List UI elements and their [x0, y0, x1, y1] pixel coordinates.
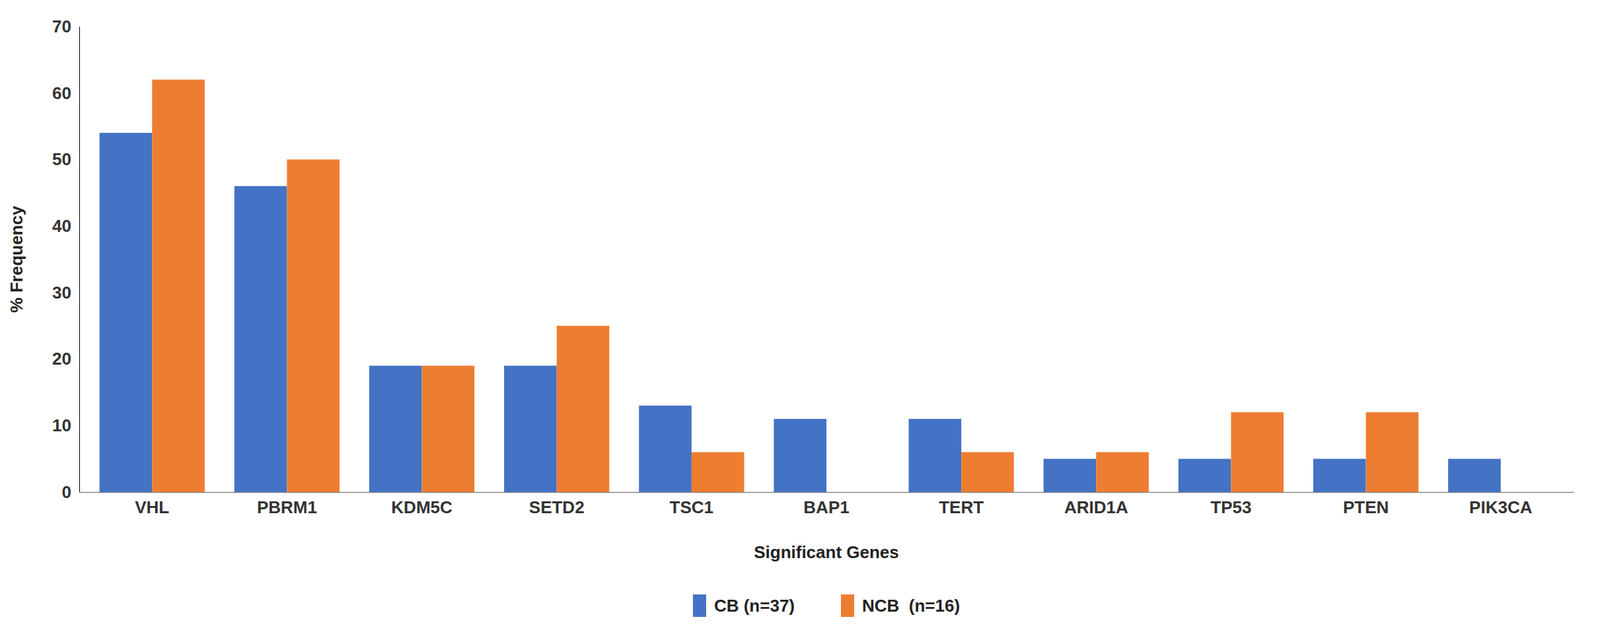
- bar: [1043, 459, 1097, 493]
- y-tick: 70: [52, 16, 80, 37]
- bar: [826, 492, 880, 493]
- bar: [1178, 459, 1232, 493]
- bar: [909, 418, 962, 493]
- y-axis-title: % Frequency: [6, 205, 27, 313]
- bar: [1366, 412, 1419, 493]
- x-tick: KDM5C: [391, 492, 453, 518]
- x-tick-label: PIK3CA: [1469, 497, 1533, 518]
- bar: [691, 452, 745, 493]
- y-tick: 50: [52, 149, 80, 170]
- y-axis: 0 10 20 30 40 50 60 70: [52, 16, 80, 503]
- x-tick: PTEN: [1343, 492, 1389, 518]
- bar: [1230, 412, 1284, 493]
- x-tick: BAP1: [803, 492, 849, 518]
- y-tick: 10: [52, 415, 80, 436]
- legend-swatch: [840, 594, 855, 618]
- x-tick-label: BAP1: [803, 497, 849, 518]
- y-tick: 20: [52, 348, 80, 369]
- bar: [1095, 452, 1149, 493]
- x-tick: VHL: [134, 492, 170, 518]
- x-tick-label: SETD2: [529, 497, 585, 518]
- bar: [234, 186, 288, 493]
- x-tick-label: TP53: [1210, 497, 1252, 518]
- legend: CB (n=37) NCB (n=16): [692, 594, 960, 618]
- bar: [638, 405, 692, 493]
- y-tick-label: 20: [52, 348, 72, 369]
- legend-label: CB (n=37): [714, 595, 795, 616]
- bar: [961, 452, 1015, 493]
- plot-area: 0 10 20 30 40 50 60 70 VHL PBRM1 KDM5C SETD2 TSC1 BAP…: [52, 16, 1574, 518]
- bar: [286, 159, 340, 493]
- x-axis: VHL PBRM1 KDM5C SETD2 TSC1 BAP1 TERT ARID1A TP53…: [79, 492, 1575, 518]
- y-tick: 40: [52, 216, 80, 236]
- bar: [556, 325, 610, 493]
- y-tick-label: 60: [52, 83, 72, 104]
- x-tick-label: VHL: [134, 497, 170, 518]
- chart: 0 10 20 30 40 50 60 70 VHL PBRM1 KDM5C SETD2 TSC1 BAP…: [0, 0, 1600, 644]
- x-tick: ARID1A: [1064, 492, 1129, 518]
- bar: [99, 132, 153, 493]
- y-axis-line: [79, 27, 80, 493]
- bar: [1500, 492, 1554, 493]
- y-tick-label: 30: [52, 282, 72, 303]
- bar: [151, 79, 205, 493]
- x-tick-label: TERT: [938, 497, 984, 518]
- x-tick-label: PBRM1: [256, 497, 318, 518]
- bar: [1313, 459, 1367, 493]
- legend-item: CB (n=37): [692, 594, 795, 618]
- x-tick: TSC1: [669, 492, 714, 518]
- y-tick-label: 50: [52, 149, 72, 170]
- x-tick: PBRM1: [256, 492, 318, 518]
- y-tick-label: 0: [62, 482, 72, 503]
- x-tick-label: TSC1: [669, 497, 714, 518]
- x-tick: SETD2: [529, 492, 585, 518]
- y-tick: 30: [52, 282, 80, 303]
- y-tick-label: 10: [52, 415, 72, 436]
- x-tick-label: PTEN: [1343, 497, 1389, 518]
- x-tick: TP53: [1210, 492, 1252, 518]
- legend-item: NCB (n=16): [840, 594, 960, 618]
- x-axis-title: Significant Genes: [753, 542, 900, 563]
- bar-series: [99, 132, 1501, 493]
- y-tick-label: 70: [52, 16, 72, 37]
- y-tick: 0: [62, 482, 80, 503]
- y-tick-label: 40: [52, 216, 72, 236]
- bar: [773, 418, 827, 493]
- legend-swatch: [692, 594, 707, 618]
- x-tick-label: KDM5C: [391, 497, 453, 518]
- bars: [99, 79, 1501, 493]
- bar-series: [151, 79, 1419, 493]
- bar: [369, 365, 423, 493]
- bar: [504, 365, 557, 493]
- bar: [1448, 459, 1501, 493]
- y-tick: 60: [52, 83, 80, 104]
- bar: [422, 365, 475, 493]
- x-tick-label: ARID1A: [1064, 497, 1129, 518]
- x-tick: TERT: [938, 492, 984, 518]
- x-tick: PIK3CA: [1469, 492, 1533, 518]
- legend-label: NCB (n=16): [862, 595, 960, 616]
